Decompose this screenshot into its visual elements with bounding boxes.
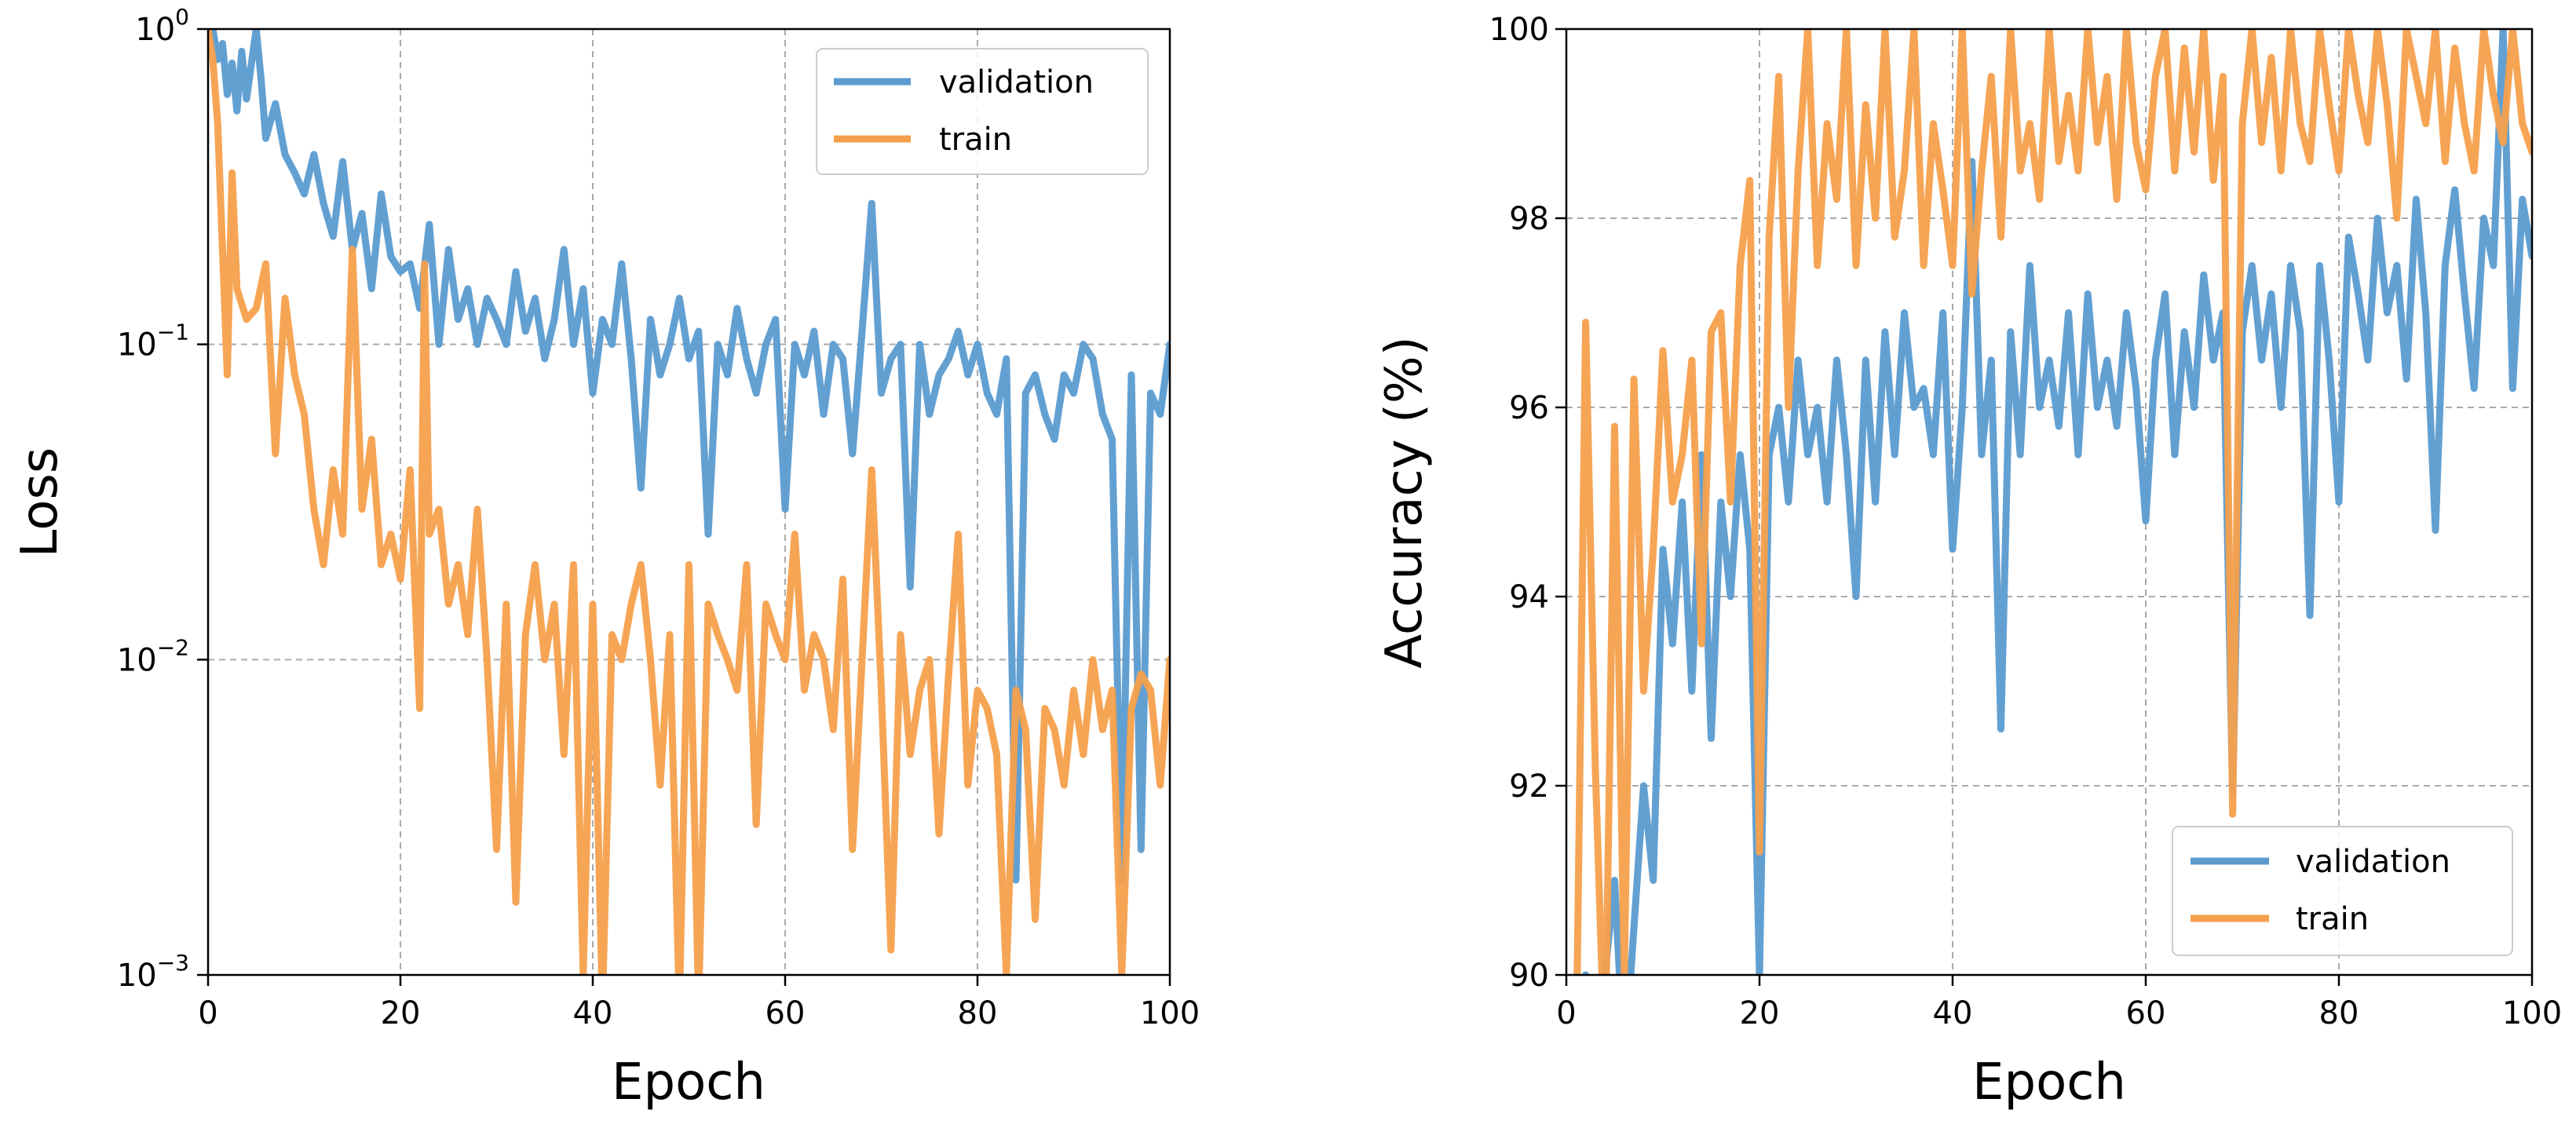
accuracy-y-tick-label: 100	[1489, 12, 1549, 48]
loss-legend-validation-label: validation	[939, 64, 1094, 100]
accuracy-x-tick-label: 40	[1933, 995, 1973, 1031]
loss-x-ticks: 0 20 40 60 80 100	[198, 975, 1200, 1031]
loss-validation-line	[208, 29, 1170, 884]
accuracy-y-tick-label: 90	[1509, 958, 1549, 994]
accuracy-y-axis-label: Accuracy (%)	[1376, 336, 1434, 668]
accuracy-x-axis-label: Epoch	[1972, 1053, 2126, 1112]
loss-legend-train-label: train	[939, 122, 1012, 158]
loss-x-tick-label: 0	[198, 995, 217, 1031]
accuracy-legend-validation-label: validation	[2296, 844, 2450, 880]
loss-x-tick-label: 80	[958, 995, 998, 1031]
accuracy-train-line	[1573, 29, 2532, 975]
loss-x-tick-label: 40	[573, 995, 613, 1031]
accuracy-series-lines	[1573, 29, 2532, 975]
loss-y-ticks: 10−3 10−2 10−1 100	[117, 4, 208, 994]
accuracy-y-tick-label: 94	[1509, 579, 1549, 615]
loss-x-axis-label: Epoch	[612, 1053, 765, 1112]
loss-y-tick-label: 100	[135, 4, 189, 48]
accuracy-y-tick-label: 92	[1509, 768, 1549, 805]
loss-y-axis-label: Loss	[11, 447, 69, 557]
accuracy-x-tick-label: 20	[1740, 995, 1780, 1031]
loss-x-tick-label: 20	[381, 995, 421, 1031]
accuracy-y-tick-label: 96	[1509, 390, 1549, 426]
loss-train-line	[208, 29, 1170, 975]
accuracy-validation-line	[1582, 29, 2532, 975]
accuracy-legend: validation train	[2172, 826, 2513, 956]
loss-x-tick-label: 100	[1140, 995, 1200, 1031]
loss-plot-frame	[206, 27, 1171, 977]
accuracy-x-ticks: 0 20 40 60 80 100	[1556, 975, 2562, 1031]
accuracy-x-tick-label: 60	[2126, 995, 2166, 1031]
loss-y-tick-label: 10−2	[117, 634, 189, 678]
loss-series-lines	[208, 29, 1170, 975]
accuracy-legend-train-label: train	[2296, 901, 2369, 937]
accuracy-x-tick-label: 100	[2502, 995, 2562, 1031]
loss-y-tick-label: 10−3	[117, 950, 189, 994]
accuracy-plot-frame	[1565, 27, 2534, 977]
loss-x-tick-label: 60	[765, 995, 806, 1031]
loss-legend: validation train	[816, 48, 1149, 175]
accuracy-chart: 0 20 40 60 80 100 90 92 94 96 98 100 Epoch Accurac…	[1376, 12, 2562, 1112]
accuracy-x-tick-label: 80	[2319, 995, 2359, 1031]
accuracy-x-tick-label: 0	[1556, 995, 1576, 1031]
accuracy-y-ticks: 90 92 94 96 98 100	[1489, 12, 1566, 994]
loss-y-tick-label: 10−1	[117, 319, 189, 363]
accuracy-y-tick-label: 98	[1509, 201, 1549, 237]
